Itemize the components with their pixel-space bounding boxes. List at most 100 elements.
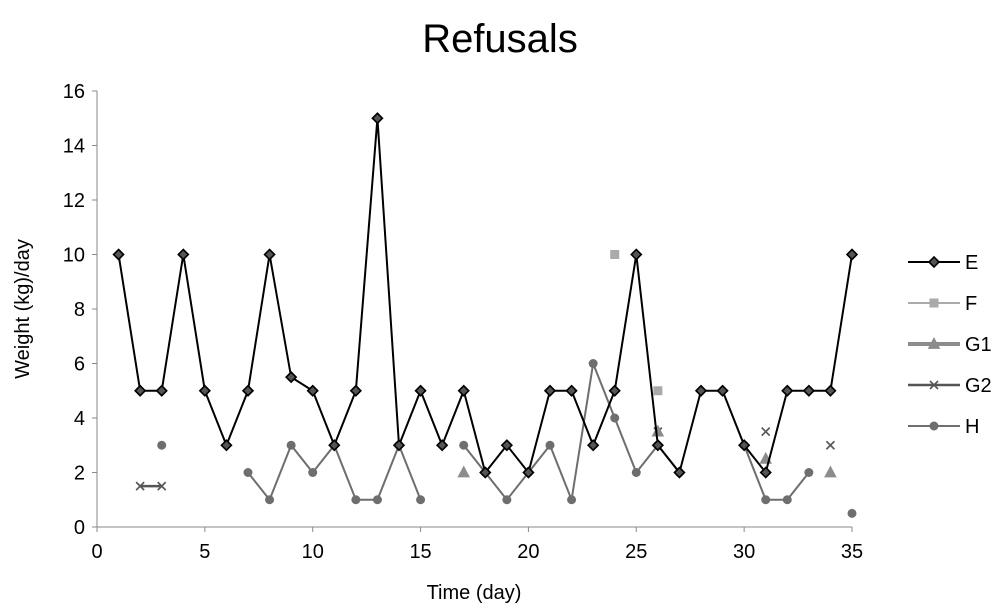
y-axis-ticks: 0 2 4 6 8 10 12 14 16 <box>63 81 97 539</box>
x-tick-label: 5 <box>199 541 210 563</box>
x-tick-label: 30 <box>733 541 755 563</box>
data-point-e <box>198 384 211 397</box>
data-point-e <box>263 248 276 261</box>
data-point-g1 <box>824 465 837 478</box>
data-point-e <box>565 384 578 397</box>
data-point-e <box>608 384 621 397</box>
data-point-g2 <box>135 481 145 491</box>
data-point-h <box>157 440 167 450</box>
y-tick-label: 0 <box>74 517 85 539</box>
legend-label: G2 <box>965 375 992 397</box>
data-point-h <box>631 468 641 477</box>
data-point-g2 <box>825 440 835 450</box>
legend-item-h: H <box>908 416 979 438</box>
data-point-e <box>392 439 406 452</box>
x-tick-label: 20 <box>517 541 539 563</box>
x-axis-ticks: 0 5 10 15 20 25 30 35 <box>91 527 863 563</box>
data-point-e <box>802 384 815 397</box>
data-point-h <box>265 495 275 505</box>
data-point-h <box>610 413 620 423</box>
data-point-f <box>653 386 663 396</box>
data-point-e <box>241 384 255 397</box>
data-point-e <box>630 248 643 261</box>
data-point-e <box>177 248 190 261</box>
x-tick-label: 35 <box>841 541 863 563</box>
y-axis-label: Weight (kg)/day <box>12 239 34 379</box>
x-tick-label: 0 <box>91 541 102 563</box>
y-tick-label: 10 <box>63 245 85 267</box>
legend-marker <box>929 380 939 390</box>
data-point-h <box>782 495 792 505</box>
data-point-e <box>220 439 233 452</box>
data-point-h <box>286 440 296 450</box>
series-h <box>157 359 857 518</box>
data-point-e <box>759 466 772 479</box>
series-f <box>610 250 663 396</box>
x-axis-label: Time (day) <box>427 582 522 604</box>
data-point-h <box>567 495 577 505</box>
data-point-g2 <box>157 481 167 491</box>
y-tick-label: 12 <box>63 190 85 212</box>
data-point-e <box>436 439 449 452</box>
data-point-e <box>738 439 751 452</box>
data-point-e <box>716 384 729 397</box>
data-point-e <box>543 384 557 397</box>
series-line-h <box>462 362 681 501</box>
data-point-h <box>502 495 512 505</box>
data-point-e <box>134 384 147 397</box>
legend-label: E <box>965 252 978 274</box>
data-point-e <box>112 248 125 261</box>
legend-item-g2: G2 <box>908 375 992 397</box>
series-layer <box>112 112 859 518</box>
legend-marker <box>929 421 939 431</box>
data-point-e <box>328 439 341 452</box>
data-point-h <box>588 359 598 368</box>
y-tick-label: 16 <box>63 81 85 103</box>
data-point-e <box>285 370 298 384</box>
legend-label: F <box>965 293 977 315</box>
data-point-h <box>243 468 253 477</box>
data-point-e <box>479 466 492 479</box>
data-point-e <box>522 466 535 479</box>
data-point-e <box>155 384 168 397</box>
legend-item-f: F <box>908 293 977 315</box>
legend-item-g1: G1 <box>908 334 992 356</box>
data-point-e <box>306 384 319 397</box>
data-point-h <box>372 495 382 505</box>
series-line-e <box>117 117 853 474</box>
y-tick-label: 2 <box>74 463 85 485</box>
data-point-g1 <box>457 465 471 478</box>
legend-label: G1 <box>965 334 992 356</box>
data-point-e <box>824 384 837 397</box>
legend-marker <box>927 337 941 349</box>
data-point-e <box>694 384 708 397</box>
series-g2 <box>135 427 835 491</box>
data-point-g1 <box>651 424 665 437</box>
data-point-e <box>371 112 384 125</box>
legend-label: H <box>965 416 979 438</box>
data-point-e <box>414 384 427 397</box>
data-point-e <box>845 248 859 261</box>
chart-title: Refusals <box>422 17 578 61</box>
legend-marker <box>927 255 941 269</box>
legend: EF G1 G2 H <box>908 252 992 438</box>
data-point-h <box>847 508 857 518</box>
y-tick-label: 14 <box>63 136 85 158</box>
data-point-h <box>351 495 361 505</box>
x-tick-label: 25 <box>625 541 647 563</box>
data-point-h <box>416 495 426 505</box>
series-g1 <box>457 424 837 478</box>
data-point-h <box>804 468 814 477</box>
y-tick-label: 6 <box>74 354 85 376</box>
series-line-h <box>743 444 810 501</box>
legend-marker <box>929 298 939 308</box>
series-e <box>112 112 859 479</box>
data-point-e <box>349 384 362 397</box>
y-tick-label: 8 <box>74 299 85 321</box>
legend-item-e: E <box>908 252 978 274</box>
y-tick-label: 4 <box>74 408 85 430</box>
data-point-h <box>459 440 469 450</box>
data-point-e <box>781 384 794 397</box>
